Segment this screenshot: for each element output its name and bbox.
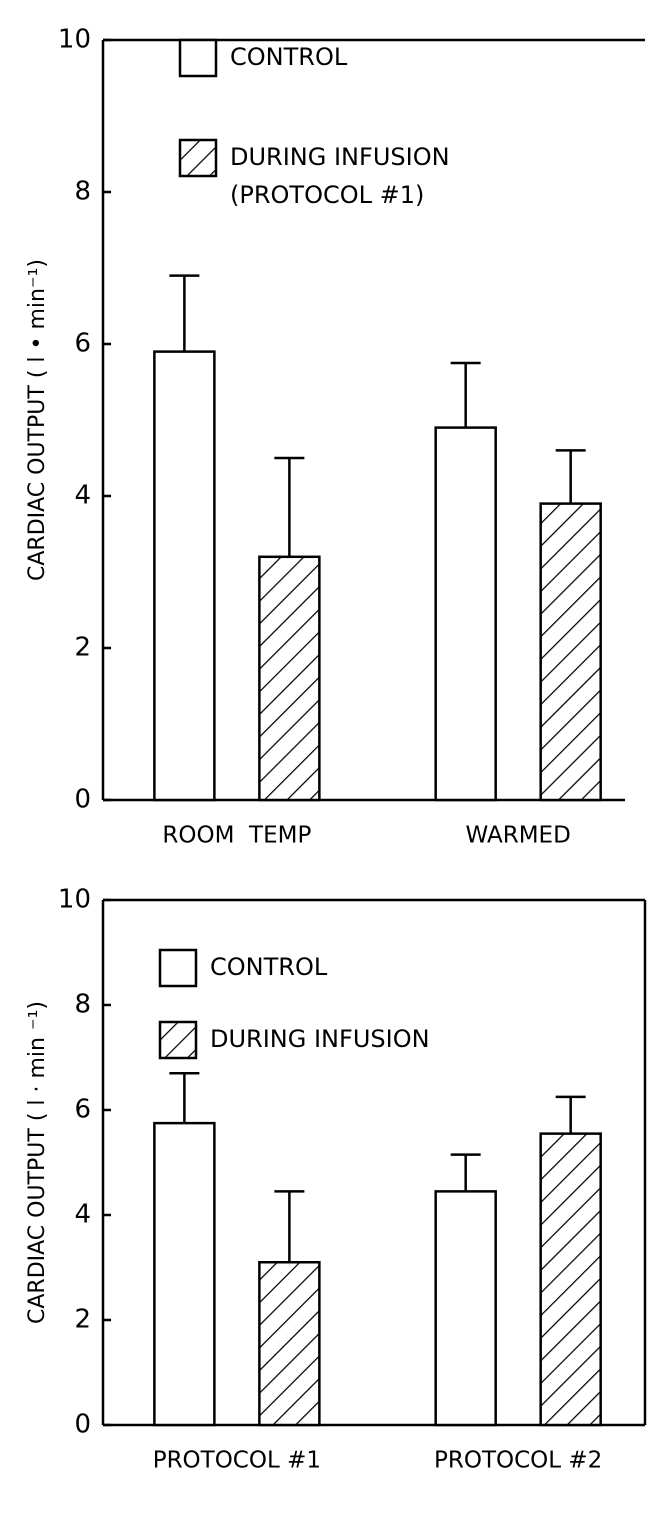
bar (258, 555, 321, 802)
legend-label: DURING INFUSION (210, 1025, 430, 1053)
y-tick-label: 2 (74, 1305, 91, 1335)
y-tick-label: 6 (74, 1095, 91, 1125)
bar (258, 1261, 321, 1427)
y-tick-label: 2 (74, 633, 91, 663)
bar (434, 426, 497, 802)
y-tick-label: 10 (58, 885, 91, 915)
legend-label: DURING INFUSION (230, 143, 450, 171)
bar (539, 1132, 602, 1427)
legend-note: (PROTOCOL #1) (230, 181, 424, 209)
legend-swatch (158, 948, 198, 988)
x-tick-label: PROTOCOL #2 (434, 1448, 602, 1474)
bar (153, 1121, 216, 1427)
bar (539, 502, 602, 802)
x-tick-label: ROOM TEMP (162, 823, 311, 849)
legend-swatch (178, 138, 218, 178)
y-tick-label: 6 (74, 329, 91, 359)
x-tick-label: WARMED (466, 823, 571, 849)
legend-swatch (158, 1020, 198, 1060)
y-tick-label: 8 (74, 177, 91, 207)
legend-label: CONTROL (210, 953, 328, 981)
y-tick-label: 0 (74, 785, 91, 815)
y-tick-label: 8 (74, 990, 91, 1020)
y-tick-label: 4 (74, 1200, 91, 1230)
bar (434, 1190, 497, 1427)
legend-label: CONTROL (230, 43, 348, 71)
bar (153, 350, 216, 802)
x-tick-label: PROTOCOL #1 (153, 1448, 321, 1474)
y-axis-label: CARDIAC OUTPUT ( l · min ⁻¹) (25, 1001, 50, 1324)
y-tick-label: 0 (74, 1410, 91, 1440)
y-tick-label: 10 (58, 25, 91, 55)
legend-swatch (178, 38, 218, 78)
y-axis-label: CARDIAC OUTPUT ( l • min⁻¹) (25, 259, 50, 581)
y-tick-label: 4 (74, 481, 91, 511)
